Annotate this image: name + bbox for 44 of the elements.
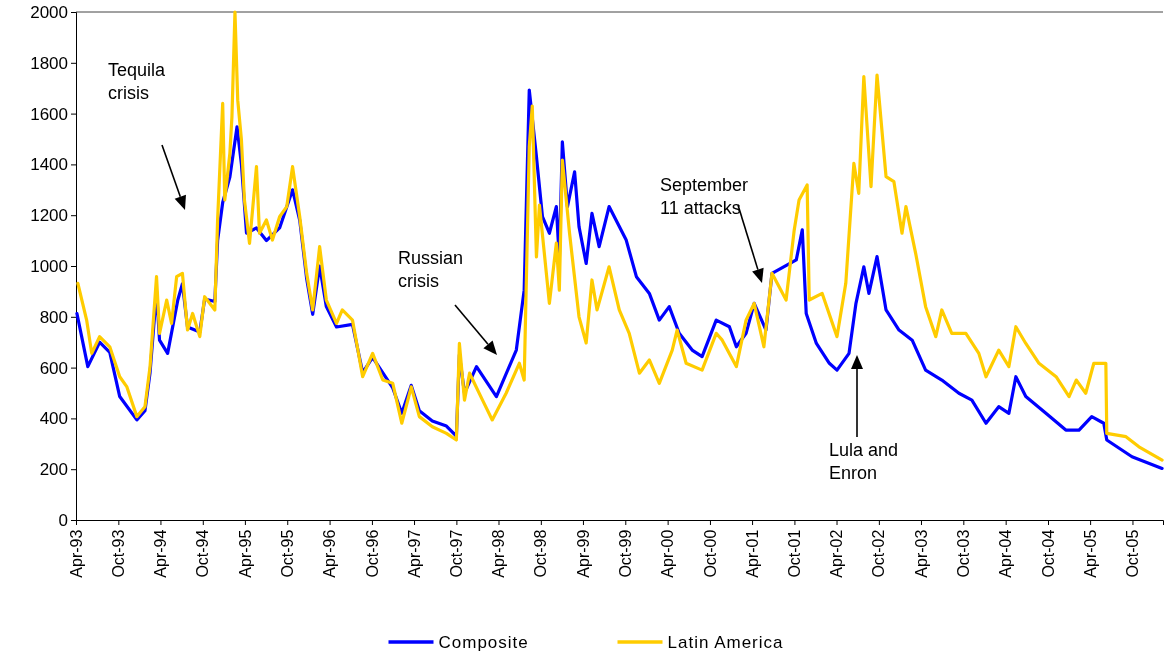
x-tick-label: Oct-00 bbox=[701, 529, 719, 578]
y-tick-label: 1000 bbox=[30, 256, 68, 276]
y-tick-label: 2000 bbox=[30, 2, 68, 22]
x-tick-label: Apr-99 bbox=[574, 529, 592, 578]
x-tick-label: Oct-97 bbox=[448, 529, 465, 578]
x-tick-label: Oct-01 bbox=[786, 529, 804, 578]
x-tick-label: Oct-02 bbox=[870, 529, 888, 578]
x-tick-label: Apr-02 bbox=[828, 529, 846, 578]
x-tick-label: Oct-95 bbox=[278, 529, 296, 578]
x-tick-label: Oct-96 bbox=[363, 529, 381, 578]
x-tick-label: Apr-05 bbox=[1081, 529, 1099, 578]
y-tick-label: 1800 bbox=[30, 53, 68, 73]
x-tick-label: Apr-04 bbox=[997, 529, 1015, 578]
y-tick-label: 1200 bbox=[30, 206, 68, 226]
x-tick-label: Oct-05 bbox=[1124, 529, 1142, 578]
y-tick-label: 0 bbox=[58, 510, 68, 530]
x-tick-label: Oct-04 bbox=[1039, 529, 1057, 578]
annotation: Lula and Enron bbox=[829, 440, 899, 484]
y-tick-label: 1600 bbox=[30, 104, 68, 124]
x-tick-label: Oct-94 bbox=[194, 529, 212, 578]
x-tick-label: Apr-98 bbox=[490, 529, 508, 578]
y-tick-label: 600 bbox=[39, 358, 68, 378]
annotation: Tequila crisis bbox=[108, 60, 167, 104]
legend-label: Composite bbox=[438, 633, 529, 652]
x-tick-label: Apr-93 bbox=[67, 529, 85, 578]
x-tick-label: Apr-96 bbox=[321, 529, 339, 578]
annotation: Russian crisis bbox=[398, 248, 464, 292]
x-tick-label: Apr-94 bbox=[152, 529, 170, 578]
y-tick-label: 1400 bbox=[30, 155, 68, 175]
x-tick-label: Apr-03 bbox=[912, 529, 930, 578]
y-tick-label: 800 bbox=[39, 307, 68, 327]
annotation: September 11 attacks bbox=[660, 175, 749, 219]
x-tick-label: Oct-03 bbox=[954, 529, 972, 578]
y-tick-label: 400 bbox=[39, 409, 68, 429]
y-tick-label: 200 bbox=[39, 460, 68, 480]
line-series bbox=[76, 10, 1164, 462]
x-tick-label: Apr-97 bbox=[405, 529, 423, 578]
x-tick-label: Apr-00 bbox=[659, 529, 677, 578]
x-tick-label: Oct-93 bbox=[109, 529, 127, 578]
x-tick-label: Apr-01 bbox=[743, 529, 761, 578]
x-tick-label: Oct-99 bbox=[616, 529, 634, 578]
legend-label: Latin America bbox=[667, 633, 784, 652]
x-tick-label: Apr-95 bbox=[236, 529, 254, 578]
x-tick-label: Oct-98 bbox=[532, 529, 550, 578]
